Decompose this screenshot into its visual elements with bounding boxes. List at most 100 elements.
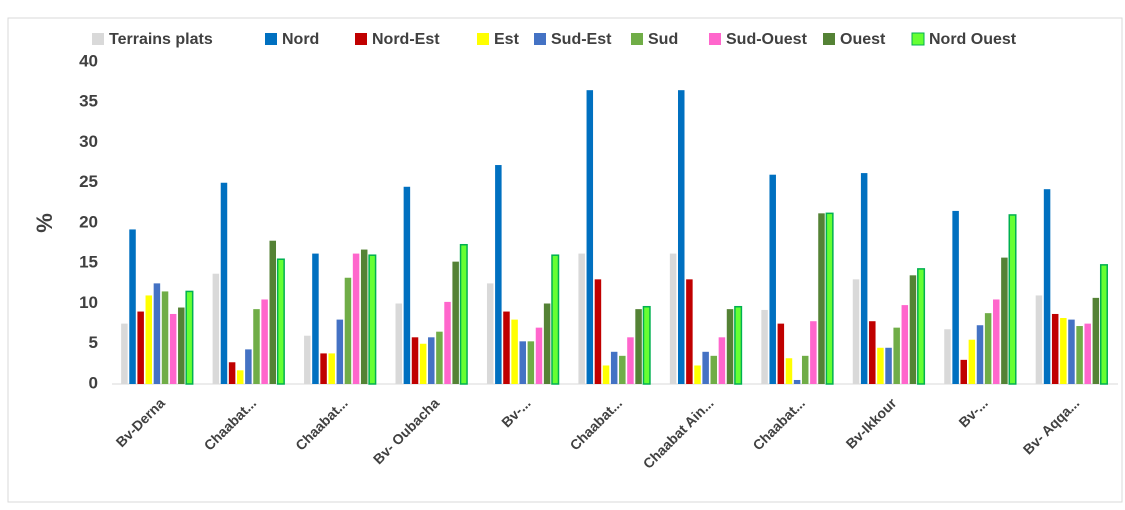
bar [137, 311, 144, 384]
bar [769, 174, 776, 384]
bar [403, 186, 411, 384]
bar [984, 313, 992, 384]
y-axis-label: % [32, 213, 57, 233]
y-tick-label: 25 [79, 172, 98, 191]
bar [610, 351, 618, 384]
bar [320, 353, 327, 384]
legend-swatch [265, 33, 277, 45]
bar [578, 253, 585, 384]
bar [328, 353, 335, 384]
legend-label: Sud-Ouest [726, 31, 808, 48]
bar [503, 311, 510, 384]
bar [452, 261, 459, 384]
legend-label: Nord Ouest [929, 31, 1017, 48]
bar [818, 213, 825, 384]
bar [694, 365, 701, 384]
y-tick-label: 30 [79, 132, 98, 151]
bar [253, 309, 260, 384]
bar [619, 355, 626, 384]
bar [594, 279, 602, 384]
bar [952, 210, 959, 384]
bar [917, 268, 926, 385]
legend-swatch [823, 33, 835, 45]
bar [411, 337, 419, 384]
bar [976, 325, 984, 384]
bar [185, 290, 194, 385]
bar [360, 249, 368, 384]
bar [535, 327, 543, 384]
bar [312, 253, 319, 384]
bar [825, 212, 834, 385]
bar [145, 295, 153, 384]
bar [153, 283, 161, 384]
legend-swatch [631, 33, 643, 45]
bar [336, 319, 344, 384]
bar [678, 90, 685, 385]
legend-swatch [534, 33, 546, 45]
bar [368, 254, 377, 385]
bar [419, 343, 427, 384]
bar [901, 305, 909, 384]
bar [960, 359, 967, 384]
legend-label: Terrains plats [109, 31, 213, 48]
bar [1092, 297, 1100, 384]
legend-swatch [477, 33, 489, 45]
bar [344, 277, 352, 384]
legend-swatch [355, 33, 367, 45]
bar [436, 331, 443, 384]
bar [459, 243, 468, 385]
bar [519, 341, 526, 384]
bar [909, 275, 917, 384]
bar [993, 299, 1000, 384]
bar [304, 335, 311, 384]
y-tick-label: 10 [79, 293, 98, 312]
bar [860, 173, 868, 384]
bar [511, 319, 518, 384]
legend-label: Est [494, 31, 520, 48]
bar [852, 279, 860, 384]
legend-swatch [709, 33, 721, 45]
bar [810, 321, 817, 384]
bar [642, 305, 651, 385]
bar [161, 291, 169, 384]
bar [169, 313, 177, 384]
bar [893, 327, 900, 384]
y-tick-label: 0 [89, 373, 98, 392]
bar [761, 309, 768, 384]
y-tick-label: 40 [79, 51, 98, 70]
bar [276, 258, 285, 385]
legend-label: Sud [648, 31, 678, 48]
bar [178, 307, 185, 384]
y-tick-label: 20 [79, 212, 98, 231]
bar [944, 329, 951, 384]
y-tick-label: 15 [79, 253, 98, 272]
bar [486, 283, 494, 384]
bar [121, 323, 128, 384]
bar [1008, 214, 1017, 385]
bar [793, 379, 801, 384]
legend-swatch [911, 32, 925, 46]
bar [777, 323, 785, 384]
bar [245, 349, 252, 384]
bar [869, 321, 876, 384]
legend-label: Nord-Est [372, 31, 440, 48]
bar [395, 303, 403, 384]
bar [1001, 257, 1008, 384]
bar [586, 90, 594, 385]
bar [718, 337, 726, 384]
bar [885, 347, 892, 384]
bar [212, 273, 220, 384]
bar [669, 253, 677, 384]
bar [495, 165, 502, 384]
y-tick-label: 35 [79, 92, 98, 111]
bar [785, 358, 793, 384]
bar [710, 355, 718, 384]
bar [236, 370, 244, 384]
bar [1099, 264, 1108, 385]
legend-label: Ouest [840, 31, 886, 48]
bar [702, 351, 709, 384]
bar [627, 337, 634, 384]
legend-swatch [92, 33, 104, 45]
bar [543, 303, 551, 384]
bar [726, 309, 734, 384]
